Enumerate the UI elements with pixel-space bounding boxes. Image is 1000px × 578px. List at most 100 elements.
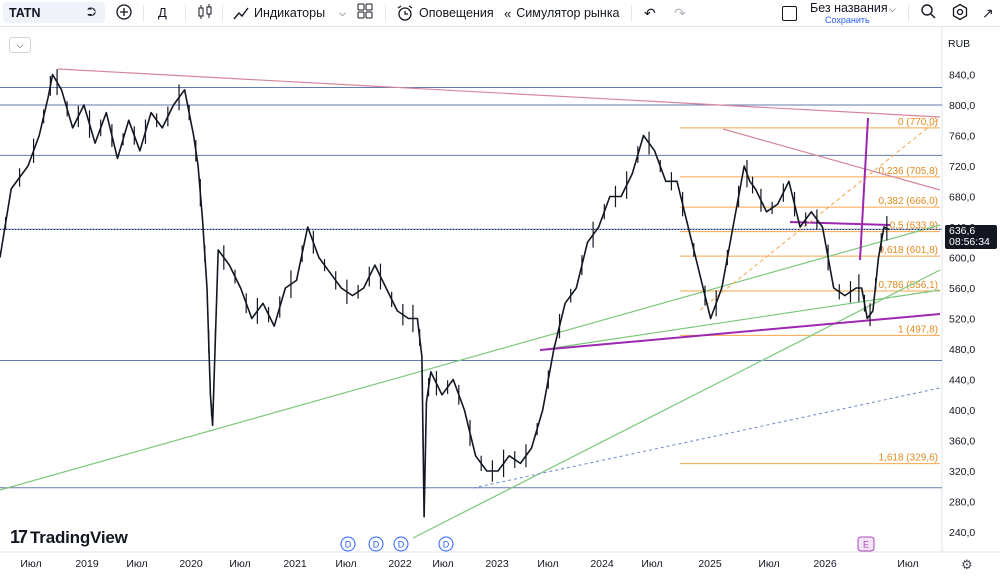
tradingview-logo[interactable]: 17 TradingView	[10, 527, 128, 548]
price-axis-tick: 760,0	[949, 131, 975, 143]
dividend-badge[interactable]	[393, 536, 409, 552]
layout-icon	[782, 6, 797, 21]
alerts-button[interactable]: Оповещения	[396, 0, 494, 26]
collapse-legend-button[interactable]: ⌵	[9, 37, 31, 53]
price-axis-tick: 320,0	[949, 466, 975, 478]
time-axis-tick: 2021	[283, 558, 307, 570]
time-axis-tick: Июл	[641, 558, 662, 570]
downtrend-line[interactable]	[722, 128, 941, 191]
dividend-badge-label: D	[345, 540, 352, 550]
earnings-badge[interactable]	[857, 536, 875, 552]
dividend-badge[interactable]	[340, 536, 356, 552]
symbol-name: TATN	[9, 5, 41, 20]
price-chart[interactable]: 0 (770,0) 0,236 (705,8) 0,382 (666,0) 0,5 (…	[0, 27, 1000, 578]
replay-button[interactable]: « Симулятор рынка	[504, 0, 620, 26]
save-label: Сохранить	[825, 15, 870, 25]
time-axis-tick: 2022	[388, 558, 412, 570]
price-axis-tick: 720,0	[949, 161, 975, 173]
time-axis-tick: 2019	[75, 558, 99, 570]
time-axis-tick: 2025	[698, 558, 722, 570]
chevron-down-icon[interactable]: ⌵	[889, 4, 896, 14]
time-axis-tick: Июл	[126, 558, 147, 570]
axis-settings-icon[interactable]: ⚙	[961, 557, 973, 572]
quick-search-button[interactable]	[920, 3, 936, 24]
price-axis-tick: 680,0	[949, 192, 975, 204]
time-axis-tick: Июл	[537, 558, 558, 570]
gear-icon	[952, 3, 968, 21]
time-axis-tick: Июл	[432, 558, 453, 570]
support-line-2022[interactable]	[412, 269, 941, 539]
templates-button[interactable]	[357, 3, 373, 24]
time-axis-tick: Июл	[335, 558, 356, 570]
fib-level-label: 1 (497,8)	[898, 324, 938, 335]
indicators-button[interactable]: Индикаторы ⌵	[232, 0, 346, 26]
replay-label: Симулятор рынка	[516, 6, 620, 20]
long-term-resistance-line[interactable]	[57, 68, 941, 118]
last-price-value: 636,6	[949, 225, 976, 237]
price-axis-tick: 400,0	[949, 405, 975, 417]
price-axis-tick: 240,0	[949, 527, 975, 539]
tradingview-mark-icon: 17	[10, 527, 28, 547]
price-axis-tick: 840,0	[949, 70, 975, 82]
rewind-icon: «	[504, 5, 512, 21]
price-axis-tick: 560,0	[949, 283, 975, 295]
fib-level-label: 0,382 (666,0)	[879, 196, 939, 207]
dividend-badge[interactable]	[368, 536, 384, 552]
undo-button[interactable]: ↶	[644, 5, 656, 21]
compare-button[interactable]	[115, 3, 133, 26]
add-symbol-icon[interactable]: ⮊	[87, 5, 97, 19]
dividend-badge-label: D	[443, 540, 450, 550]
dashed-channel-line[interactable]	[472, 387, 941, 489]
layout-name: Без названия	[810, 1, 888, 15]
dividend-badge[interactable]	[438, 536, 454, 552]
plus-circle-icon	[116, 4, 132, 20]
time-axis-tick: Июл	[758, 558, 779, 570]
indicators-label: Индикаторы	[254, 6, 326, 20]
redo-button[interactable]: ↷	[674, 5, 686, 21]
price-axis-tick: 600,0	[949, 253, 975, 265]
fib-diagonal-line[interactable]	[699, 117, 941, 311]
time-axis-tick: Июл	[897, 558, 918, 570]
dividend-badge-label: D	[373, 540, 380, 550]
symbol-search[interactable]: TATN ⮊	[3, 2, 105, 23]
price-axis-tick: 520,0	[949, 314, 975, 326]
indicators-icon	[233, 7, 249, 20]
currency-label[interactable]: RUB	[948, 38, 971, 50]
purple-projection-line[interactable]	[859, 117, 869, 261]
price-axis-tick: 360,0	[949, 436, 975, 448]
fib-level-label: 0,236 (705,8)	[879, 166, 939, 177]
fib-level-label: 0,5 (633,9)	[890, 221, 938, 232]
candles-icon	[198, 4, 212, 19]
fib-level-label: 0,618 (601,8)	[879, 245, 939, 256]
time-axis-tick: 2020	[179, 558, 203, 570]
branding-text: TradingView	[30, 527, 128, 547]
time-axis-tick: 2023	[485, 558, 509, 570]
purple-support-line[interactable]	[539, 313, 941, 351]
purple-breakout-line[interactable]	[789, 221, 891, 226]
chart-type-button[interactable]	[197, 3, 213, 26]
price-axis-tick: 280,0	[949, 497, 975, 509]
last-price-tag: 636,6 08:56:34	[945, 225, 997, 249]
price-series-line[interactable]	[0, 73, 890, 518]
price-axis-tick: 480,0	[949, 344, 975, 356]
long-term-support-line[interactable]	[0, 224, 941, 491]
bar-countdown: 08:56:34	[949, 236, 990, 248]
time-axis-tick: 2026	[813, 558, 837, 570]
time-axis-tick: Июл	[229, 558, 250, 570]
interval-button[interactable]: Д	[158, 5, 167, 20]
top-toolbar: TATN ⮊ Д Индикаторы ⌵ Оповещения « Симул…	[0, 0, 1000, 27]
search-icon	[921, 4, 936, 19]
fullscreen-button[interactable]: ↗	[982, 5, 994, 21]
time-axis-tick: 2024	[590, 558, 614, 570]
dividend-badge-label: D	[398, 540, 405, 550]
earnings-badge-label: E	[863, 540, 869, 550]
price-axis-tick: 440,0	[949, 375, 975, 387]
grid-icon	[357, 3, 373, 19]
time-axis-tick: Июл	[20, 558, 41, 570]
price-axis-tick: 800,0	[949, 100, 975, 112]
alerts-label: Оповещения	[419, 6, 494, 20]
fib-level-label: 1,618 (329,6)	[879, 453, 939, 464]
settings-button[interactable]	[951, 3, 969, 26]
alarm-clock-icon	[397, 5, 413, 21]
fib-level-label: 0 (770,0)	[898, 117, 938, 128]
